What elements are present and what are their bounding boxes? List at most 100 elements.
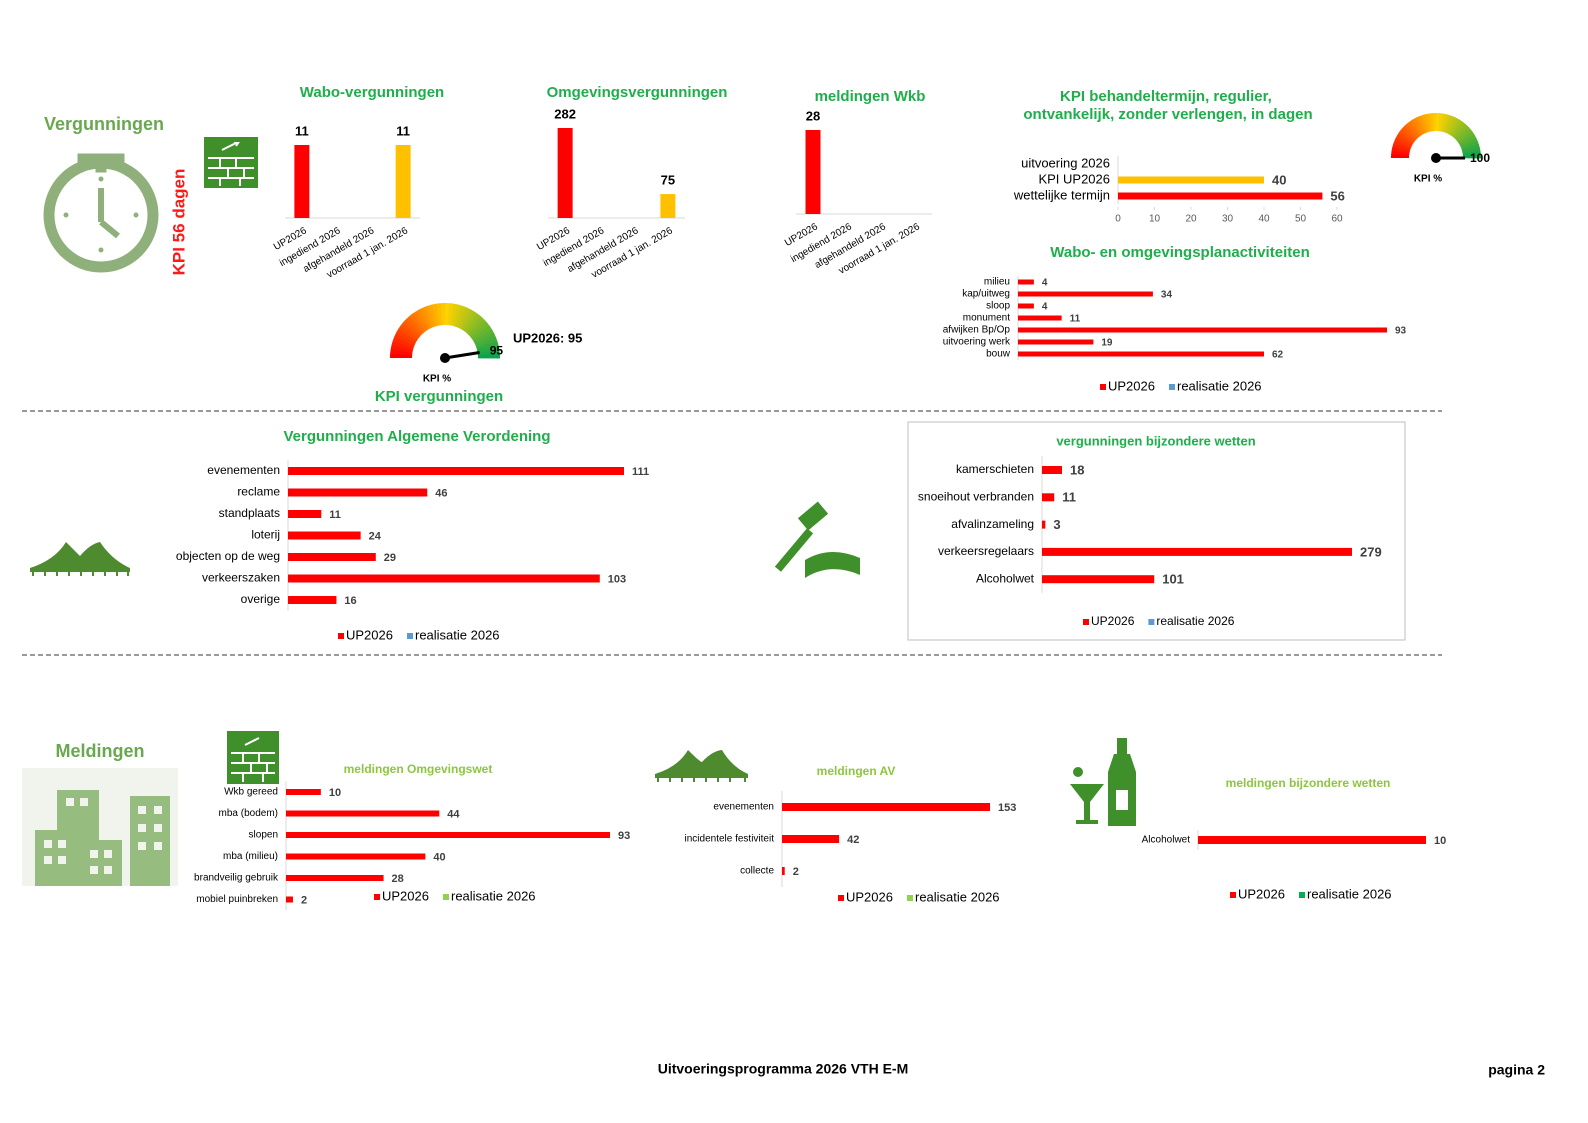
bar: [557, 128, 573, 218]
gauge-band: [1436, 113, 1440, 132]
legend-label: UP2026: [382, 888, 429, 903]
category-label: brandveilig gebruik: [194, 873, 279, 884]
legend-swatch: [838, 895, 844, 901]
category-label: uitvoering werk: [943, 337, 1011, 348]
x-tick-label: 60: [1331, 214, 1343, 225]
gauge-band: [1460, 140, 1479, 150]
category-label: Alcoholwet: [1142, 835, 1191, 846]
gauge-band: [1422, 114, 1430, 133]
gauge-band: [398, 325, 419, 341]
bar: [288, 467, 624, 475]
gauge-band: [473, 329, 495, 344]
chart-title: meldingen Wkb: [815, 88, 926, 105]
legend-label: realisatie 2026: [1177, 378, 1262, 393]
category-label: verkeerszaken: [202, 571, 280, 585]
data-label: 111: [632, 466, 649, 478]
gauge-band: [423, 305, 436, 328]
gauge-band: [1444, 115, 1454, 134]
legend-swatch: [338, 633, 344, 639]
gauge-band: [1450, 119, 1463, 137]
category-label: mobiel puinbreken: [196, 894, 278, 905]
bar: [1018, 291, 1153, 297]
data-label: 75: [661, 173, 675, 188]
gauge-annotation: UP2026: 95: [513, 330, 582, 345]
gauge-band: [1457, 131, 1475, 145]
gauge-band: [428, 304, 438, 327]
category-label: afwijken Bp/Op: [943, 325, 1011, 336]
bar: [1018, 327, 1387, 333]
gauge-band: [477, 353, 500, 359]
gauge-band: [1442, 114, 1451, 133]
legend-label: realisatie 2026: [415, 627, 500, 642]
bar: [286, 896, 293, 903]
data-label: 11: [295, 123, 309, 138]
gauge-band: [440, 303, 446, 326]
category-label: mba (milieu): [223, 851, 278, 862]
data-label: 3: [1053, 517, 1060, 532]
brick-icon: [227, 731, 279, 784]
gauge-band: [406, 315, 424, 335]
gauge-band: [1394, 137, 1413, 148]
gauge-band: [1399, 128, 1416, 143]
data-label: 46: [435, 487, 447, 499]
gauge-band: [455, 305, 467, 328]
gauge-band: [1461, 144, 1480, 152]
legend-label: UP2026: [1238, 886, 1285, 901]
bar: [288, 488, 428, 497]
legend-swatch: [442, 894, 449, 900]
bar: [288, 531, 361, 540]
gauge-label: KPI %: [423, 374, 451, 385]
legend-label: UP2026: [346, 627, 393, 642]
gauge-band: [1438, 113, 1444, 132]
bar: [1018, 303, 1034, 309]
gauge-value: 100: [1470, 151, 1490, 165]
legend-swatch: [1148, 619, 1155, 625]
chart-title: meldingen bijzondere wetten: [1226, 776, 1391, 790]
gauge-band: [457, 307, 471, 329]
gauge-band: [1451, 121, 1466, 138]
gauge-band: [390, 348, 413, 356]
legend-swatch: [906, 895, 913, 901]
gauge-band: [1395, 134, 1414, 146]
category-label: bouw: [986, 349, 1011, 360]
legend-swatch: [1230, 892, 1236, 898]
category-label: KPI UP2026: [1038, 171, 1110, 186]
data-label: 279: [1360, 544, 1382, 559]
category-label: objecten op de weg: [176, 549, 280, 563]
bar: [1018, 279, 1034, 285]
x-tick-label: 50: [1295, 214, 1307, 225]
data-label: 10: [1434, 835, 1446, 847]
bar: [1042, 547, 1352, 556]
gauge-band: [1432, 113, 1437, 132]
gauge-band: [1391, 154, 1410, 158]
x-tick-label: 10: [1149, 214, 1161, 225]
category-label: Alcoholwet: [976, 571, 1035, 585]
legend-swatch: [406, 633, 413, 639]
bar: [1118, 192, 1323, 200]
gauge-band: [452, 304, 463, 327]
data-label: 16: [344, 595, 356, 607]
data-label: 2: [793, 866, 799, 878]
bar: [1118, 176, 1264, 184]
data-label: 93: [618, 830, 630, 842]
bar: [1042, 466, 1062, 474]
data-label: 44: [447, 808, 460, 820]
bar: [286, 832, 610, 838]
bar: [660, 194, 676, 218]
gauge-band: [470, 322, 490, 339]
stopwatch-icon: [43, 153, 159, 273]
data-label: 40: [1272, 172, 1286, 187]
drinks-icon: [1070, 738, 1136, 826]
bar: [1018, 351, 1264, 357]
legend-label: realisatie 2026: [451, 888, 536, 903]
gauge-band: [475, 336, 498, 349]
bar: [286, 853, 426, 860]
category-label: uitvoering 2026: [1021, 155, 1110, 170]
gauge-band: [1448, 117, 1460, 136]
gauge-band: [403, 318, 422, 337]
gauge-band: [412, 310, 429, 332]
gauge-needle: [444, 351, 480, 360]
bar: [286, 875, 384, 881]
chart-title: KPI behandeltermijn, regulier, ontvankel…: [1023, 88, 1312, 123]
gauge-band: [464, 313, 482, 334]
